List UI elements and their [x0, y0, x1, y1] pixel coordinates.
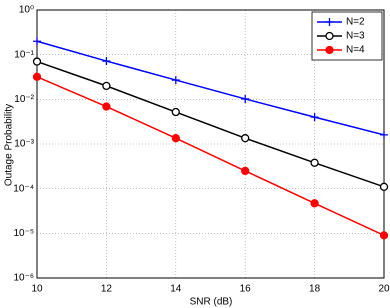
- marker: [310, 113, 319, 122]
- marker: [379, 182, 389, 191]
- x-tick-label: 20: [378, 284, 390, 295]
- marker: [33, 37, 41, 46]
- marker: [171, 107, 180, 117]
- marker: [102, 102, 111, 111]
- series-line: [36, 40, 385, 136]
- x-tick-label: 10: [31, 284, 43, 295]
- marker: [325, 45, 334, 55]
- marker: [325, 18, 334, 26]
- marker: [310, 199, 319, 208]
- legend: N=2 N=3 N=4: [311, 11, 383, 61]
- x-tick-label: 14: [170, 284, 182, 295]
- y-tick-label: 10⁻²: [14, 94, 34, 105]
- y-tick-label: 10⁰: [19, 5, 34, 16]
- marker: [171, 134, 180, 143]
- series-line: [36, 76, 385, 237]
- marker: [241, 166, 250, 176]
- marker: [241, 94, 250, 103]
- plot-frame: [36, 9, 385, 279]
- marker: [102, 81, 111, 91]
- marker: [171, 76, 180, 85]
- marker: [310, 158, 319, 167]
- y-tick-label: 10⁻³: [14, 139, 34, 150]
- marker: [241, 134, 250, 143]
- y-tick-label: 10⁻⁶: [13, 273, 34, 284]
- legend-label: N=2: [346, 17, 365, 28]
- marker: [379, 231, 389, 240]
- marker: [32, 72, 42, 81]
- marker: [325, 31, 334, 41]
- x-tick-label: 18: [309, 284, 321, 295]
- legend-label: N=4: [346, 45, 365, 56]
- y-tick-label: 10⁻¹: [14, 49, 34, 60]
- marker: [32, 57, 42, 66]
- x-axis-label: SNR (dB): [190, 297, 233, 308]
- series-line: [36, 60, 385, 188]
- y-axis-label: Outage Probability: [4, 104, 15, 186]
- x-tick-label: 12: [101, 284, 113, 295]
- marker: [380, 130, 388, 139]
- x-tick-label: 16: [240, 284, 252, 295]
- y-tick-label: 10⁻⁵: [13, 228, 34, 239]
- marker: [102, 57, 111, 66]
- y-tick-label: 10⁻⁴: [13, 183, 34, 194]
- legend-label: N=3: [346, 31, 365, 42]
